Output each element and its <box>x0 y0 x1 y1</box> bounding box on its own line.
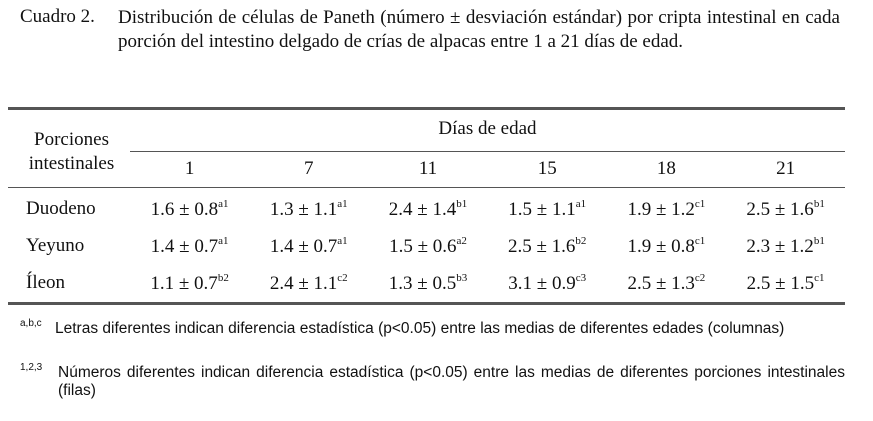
table-cell: 2.4 ± 1.4b1 <box>368 198 487 221</box>
column-header: 15 <box>537 158 557 179</box>
cell-value: 2.5 ± 1.5 <box>746 273 815 294</box>
row-header: Porciones intestinales <box>28 129 115 174</box>
row-name: Yeyuno <box>26 235 85 256</box>
table-cell: 2.5 ± 1.5c1 <box>726 272 845 295</box>
cell-value: 1.4 ± 0.7 <box>269 236 338 257</box>
cell-superscript: c1 <box>694 235 706 247</box>
cell-superscript: b1 <box>813 198 825 210</box>
table-cell: 2.5 ± 1.3c2 <box>607 272 726 295</box>
table-cell: 1.9 ± 0.8c1 <box>607 235 726 258</box>
column-header: 18 <box>656 158 676 179</box>
header-rule <box>8 187 845 188</box>
cell-superscript: b1 <box>456 198 468 210</box>
cell-superscript: a2 <box>456 235 467 247</box>
table-cell: 2.5 ± 1.6b1 <box>726 198 845 221</box>
cell-superscript: a1 <box>218 235 229 247</box>
cell-value: 1.5 ± 0.6 <box>389 236 457 257</box>
table-cell: 1.3 ± 0.5b3 <box>368 272 487 295</box>
footnote-text: Letras diferentes indican diferencia est… <box>55 320 785 337</box>
cell-value: 3.1 ± 0.9 <box>508 273 576 294</box>
table-cell: 1.5 ± 1.1a1 <box>488 198 607 221</box>
bottom-rule <box>8 302 845 305</box>
cell-superscript: c1 <box>814 272 825 284</box>
caption-label: Cuadro 2. <box>20 6 95 27</box>
cell-value: 1.6 ± 0.8 <box>150 199 219 220</box>
group-header: Días de edad <box>438 118 537 139</box>
cell-value: 1.3 ± 0.5 <box>388 273 457 294</box>
table-cell: 1.4 ± 0.7a1 <box>130 235 249 258</box>
cell-value: 2.4 ± 1.4 <box>388 199 457 220</box>
group-rule <box>130 151 845 152</box>
column-header: 1 <box>184 158 195 179</box>
cell-superscript: b2 <box>575 235 587 247</box>
cell-value: 1.1 ± 0.7 <box>150 273 218 294</box>
cell-superscript: c1 <box>694 198 706 210</box>
cell-value: 1.9 ± 0.8 <box>627 236 695 257</box>
cell-value: 2.5 ± 1.3 <box>627 273 695 294</box>
cell-value: 1.4 ± 0.7 <box>150 236 219 257</box>
cell-superscript: c2 <box>337 272 348 284</box>
top-rule <box>8 107 845 110</box>
cell-value: 2.5 ± 1.6 <box>507 236 576 257</box>
footnote-mark: 1,2,3 <box>20 362 43 373</box>
caption-text: Distribución de células de Paneth (númer… <box>118 7 840 52</box>
cell-value: 1.5 ± 1.1 <box>508 199 576 220</box>
column-header: 21 <box>776 158 796 179</box>
cell-superscript: a1 <box>337 235 348 247</box>
cell-value: 2.5 ± 1.6 <box>746 199 814 220</box>
column-header: 11 <box>418 158 438 179</box>
cell-superscript: b3 <box>456 272 468 284</box>
cell-superscript: a1 <box>337 198 348 210</box>
table-cell: 2.4 ± 1.1c2 <box>249 272 368 295</box>
cell-superscript: a1 <box>575 198 587 210</box>
table-cell: 1.5 ± 0.6a2 <box>368 235 487 258</box>
cell-value: 1.9 ± 1.2 <box>627 199 695 220</box>
cell-superscript: b2 <box>217 272 229 284</box>
footnote-text: Números diferentes indican diferencia es… <box>58 364 845 399</box>
table-cell: 2.3 ± 1.2b1 <box>726 235 845 258</box>
footnote-mark: a,b,c <box>20 318 42 329</box>
cell-superscript: a1 <box>218 198 229 210</box>
table-cell: 1.1 ± 0.7b2 <box>130 272 249 295</box>
cell-value: 2.3 ± 1.2 <box>746 236 814 257</box>
column-header: 7 <box>304 158 314 179</box>
row-name: Duodeno <box>26 198 96 219</box>
cell-superscript: c3 <box>575 272 587 284</box>
cell-superscript: c2 <box>694 272 706 284</box>
row-name: Íleon <box>26 272 66 293</box>
table-cell: 1.6 ± 0.8a1 <box>130 198 249 221</box>
cell-superscript: b1 <box>813 235 825 247</box>
table-cell: 1.4 ± 0.7a1 <box>249 235 368 258</box>
table-cell: 1.9 ± 1.2c1 <box>607 198 726 221</box>
cell-value: 2.4 ± 1.1 <box>269 273 338 294</box>
table-cell: 2.5 ± 1.6b2 <box>488 235 607 258</box>
table-cell: 1.3 ± 1.1a1 <box>249 198 368 221</box>
table-cell: 3.1 ± 0.9c3 <box>488 272 607 295</box>
cell-value: 1.3 ± 1.1 <box>269 199 338 220</box>
